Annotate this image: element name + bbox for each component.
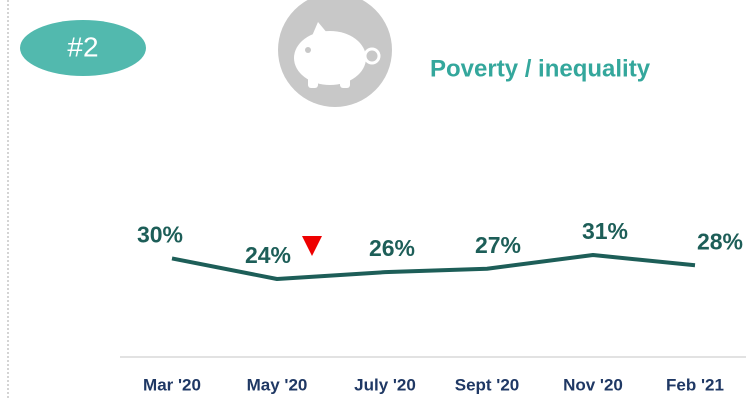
- x-tick-label: July '20: [354, 375, 416, 394]
- value-label: 27%: [475, 232, 521, 258]
- x-tick-label: Mar '20: [143, 375, 201, 394]
- line: [171, 253, 696, 281]
- x-tick-label: Feb '21: [666, 375, 724, 394]
- badge-text: #2: [67, 31, 98, 62]
- badge: [20, 20, 146, 76]
- value-label: 31%: [582, 218, 628, 244]
- x-tick-label: May '20: [247, 375, 308, 394]
- x-tick-label: Nov '20: [563, 375, 623, 394]
- down-arrow: [302, 236, 322, 256]
- piggy-icon: [278, 0, 392, 107]
- chart-title: Poverty / inequality: [430, 55, 651, 82]
- value-label: 28%: [697, 228, 743, 254]
- x-tick-label: Sept '20: [455, 375, 520, 394]
- value-label: 24%: [245, 242, 291, 268]
- value-label: 26%: [369, 235, 415, 261]
- value-label: 30%: [137, 222, 183, 248]
